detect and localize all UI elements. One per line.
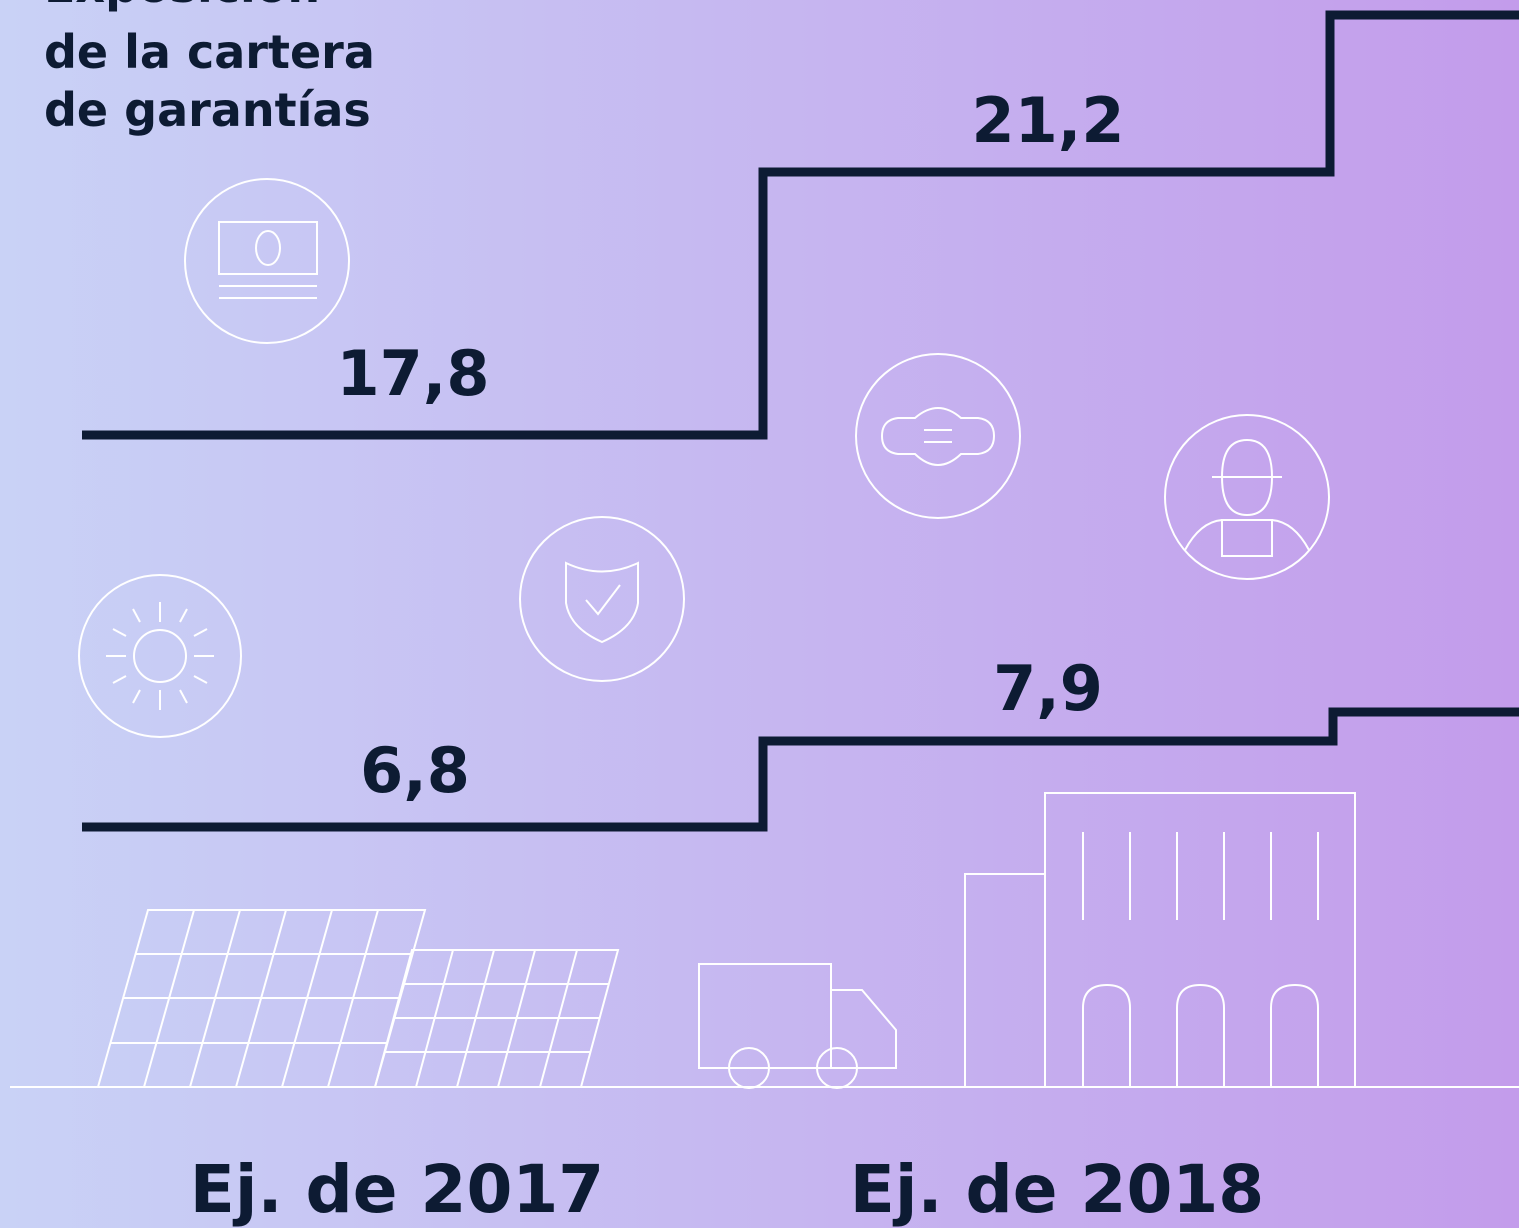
value-label: 17,8: [337, 337, 490, 410]
title-line: Exposición: [44, 0, 320, 13]
value-label: 6,8: [360, 734, 470, 807]
title-line: de garantías: [44, 83, 371, 137]
title-line: de la cartera: [44, 25, 375, 79]
infographic: Exposición de la cartera de garantías 17…: [0, 0, 1519, 1228]
value-label: 7,9: [993, 652, 1103, 725]
period-label: Ej. de 2018: [850, 1151, 1264, 1228]
page: Exposición de la cartera de garantías 17…: [0, 0, 1519, 1228]
value-label: 21,2: [972, 84, 1125, 157]
period-label: Ej. de 2017: [190, 1151, 604, 1228]
